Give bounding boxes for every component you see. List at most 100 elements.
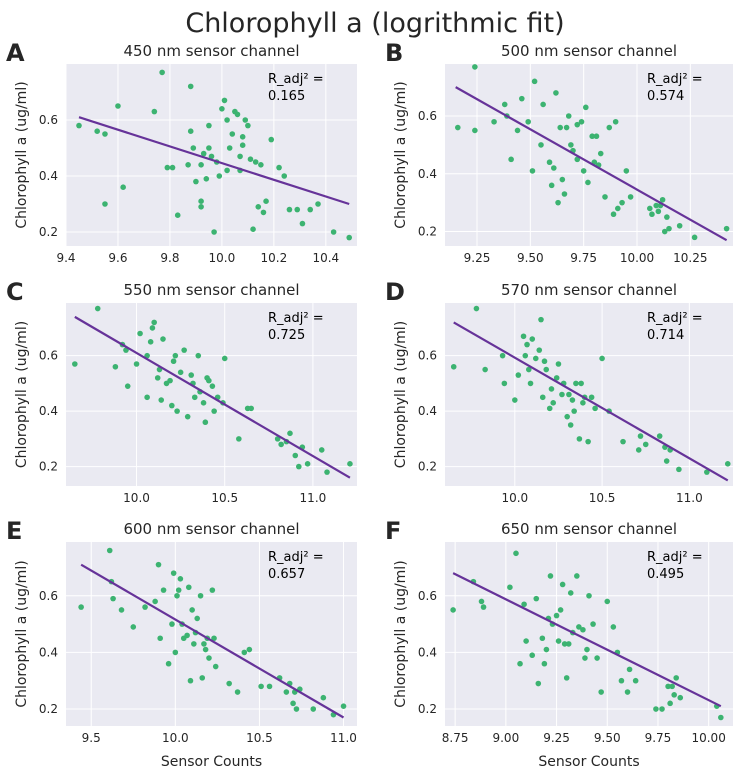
data-point xyxy=(124,383,131,389)
data-point xyxy=(578,118,585,125)
data-point xyxy=(521,601,527,608)
data-point xyxy=(198,162,204,168)
data-point xyxy=(655,208,662,215)
data-point xyxy=(219,106,225,112)
data-point xyxy=(330,229,337,235)
data-point xyxy=(531,78,538,85)
data-point xyxy=(293,706,300,712)
data-point xyxy=(152,598,158,605)
data-point xyxy=(583,104,589,111)
data-point xyxy=(584,646,590,653)
panel-background xyxy=(445,542,733,726)
data-point xyxy=(224,167,230,174)
data-point xyxy=(546,405,553,412)
x-tick-label: 9.50 xyxy=(594,731,621,745)
y-axis-label: Chlorophyll a (ug/ml) xyxy=(393,560,409,707)
data-point xyxy=(190,145,197,151)
x-axis-label: Sensor Counts xyxy=(161,754,262,770)
data-point xyxy=(472,64,478,70)
data-point xyxy=(671,692,677,698)
data-point xyxy=(198,198,204,204)
r2-label: R_adj² = xyxy=(268,72,324,87)
data-point xyxy=(102,201,108,207)
data-point xyxy=(508,156,514,163)
data-point xyxy=(236,436,242,442)
data-point xyxy=(582,655,588,661)
data-point xyxy=(212,663,219,670)
y-tick-label: 0.2 xyxy=(418,225,437,239)
y-tick-label: 0.2 xyxy=(418,460,437,474)
x-tick-label: 8.75 xyxy=(442,731,469,745)
data-point xyxy=(206,377,212,384)
data-point xyxy=(524,341,530,348)
data-point xyxy=(676,466,682,473)
data-point xyxy=(315,201,321,207)
data-point xyxy=(480,604,487,610)
r2-label: R_adj² = xyxy=(647,550,703,565)
data-point xyxy=(566,391,572,398)
data-point xyxy=(551,165,557,171)
data-point xyxy=(294,206,301,213)
data-point xyxy=(597,150,604,157)
data-point xyxy=(268,136,275,143)
data-point xyxy=(525,366,532,373)
data-point xyxy=(450,363,457,370)
data-point xyxy=(538,142,544,148)
data-point xyxy=(184,413,191,420)
data-point xyxy=(691,234,698,241)
data-point xyxy=(155,561,162,568)
data-point xyxy=(255,204,262,210)
data-point xyxy=(517,660,523,667)
data-point xyxy=(252,159,259,165)
data-point xyxy=(659,706,665,712)
data-point xyxy=(574,121,581,128)
x-tick-label: 11.0 xyxy=(330,731,357,745)
data-point xyxy=(188,372,195,378)
data-point xyxy=(191,641,197,647)
x-tick-label: 10.5 xyxy=(589,491,616,505)
y-tick-label: 0.6 xyxy=(418,589,437,603)
data-point xyxy=(340,703,347,709)
data-point xyxy=(612,118,619,125)
data-point xyxy=(250,226,256,232)
data-point xyxy=(281,173,288,179)
data-point xyxy=(527,380,534,387)
data-point xyxy=(553,612,560,619)
y-axis-label: Chlorophyll a (ug/ml) xyxy=(14,81,30,228)
data-point xyxy=(245,122,251,129)
data-point xyxy=(177,576,184,582)
data-point xyxy=(557,124,563,131)
data-point xyxy=(606,124,613,131)
data-point xyxy=(165,660,172,667)
data-point xyxy=(201,641,207,647)
data-point xyxy=(565,113,572,119)
data-point xyxy=(151,319,157,326)
data-point xyxy=(666,225,672,232)
data-point xyxy=(677,694,684,701)
data-point xyxy=(266,683,273,690)
x-tick-label: 10.0 xyxy=(209,251,236,265)
data-point xyxy=(72,361,78,367)
data-point xyxy=(525,118,531,125)
data-point xyxy=(94,128,100,134)
data-point xyxy=(247,156,254,162)
panel-letter: C xyxy=(6,278,24,306)
panel-title: 550 nm sensor channel xyxy=(123,281,299,299)
data-point xyxy=(174,212,181,218)
r2-value: 0.714 xyxy=(647,328,684,343)
data-point xyxy=(598,689,604,695)
y-tick-label: 0.6 xyxy=(418,109,437,123)
data-point xyxy=(548,182,555,189)
data-point xyxy=(174,592,180,599)
data-point xyxy=(287,430,293,437)
data-point xyxy=(229,131,236,137)
data-point xyxy=(115,103,121,109)
data-point xyxy=(563,675,570,681)
data-point xyxy=(112,363,119,370)
data-point xyxy=(133,361,140,367)
data-point xyxy=(149,325,156,331)
data-point xyxy=(514,127,521,134)
data-point xyxy=(189,607,195,613)
data-point xyxy=(540,101,546,108)
fit-line xyxy=(453,321,729,482)
